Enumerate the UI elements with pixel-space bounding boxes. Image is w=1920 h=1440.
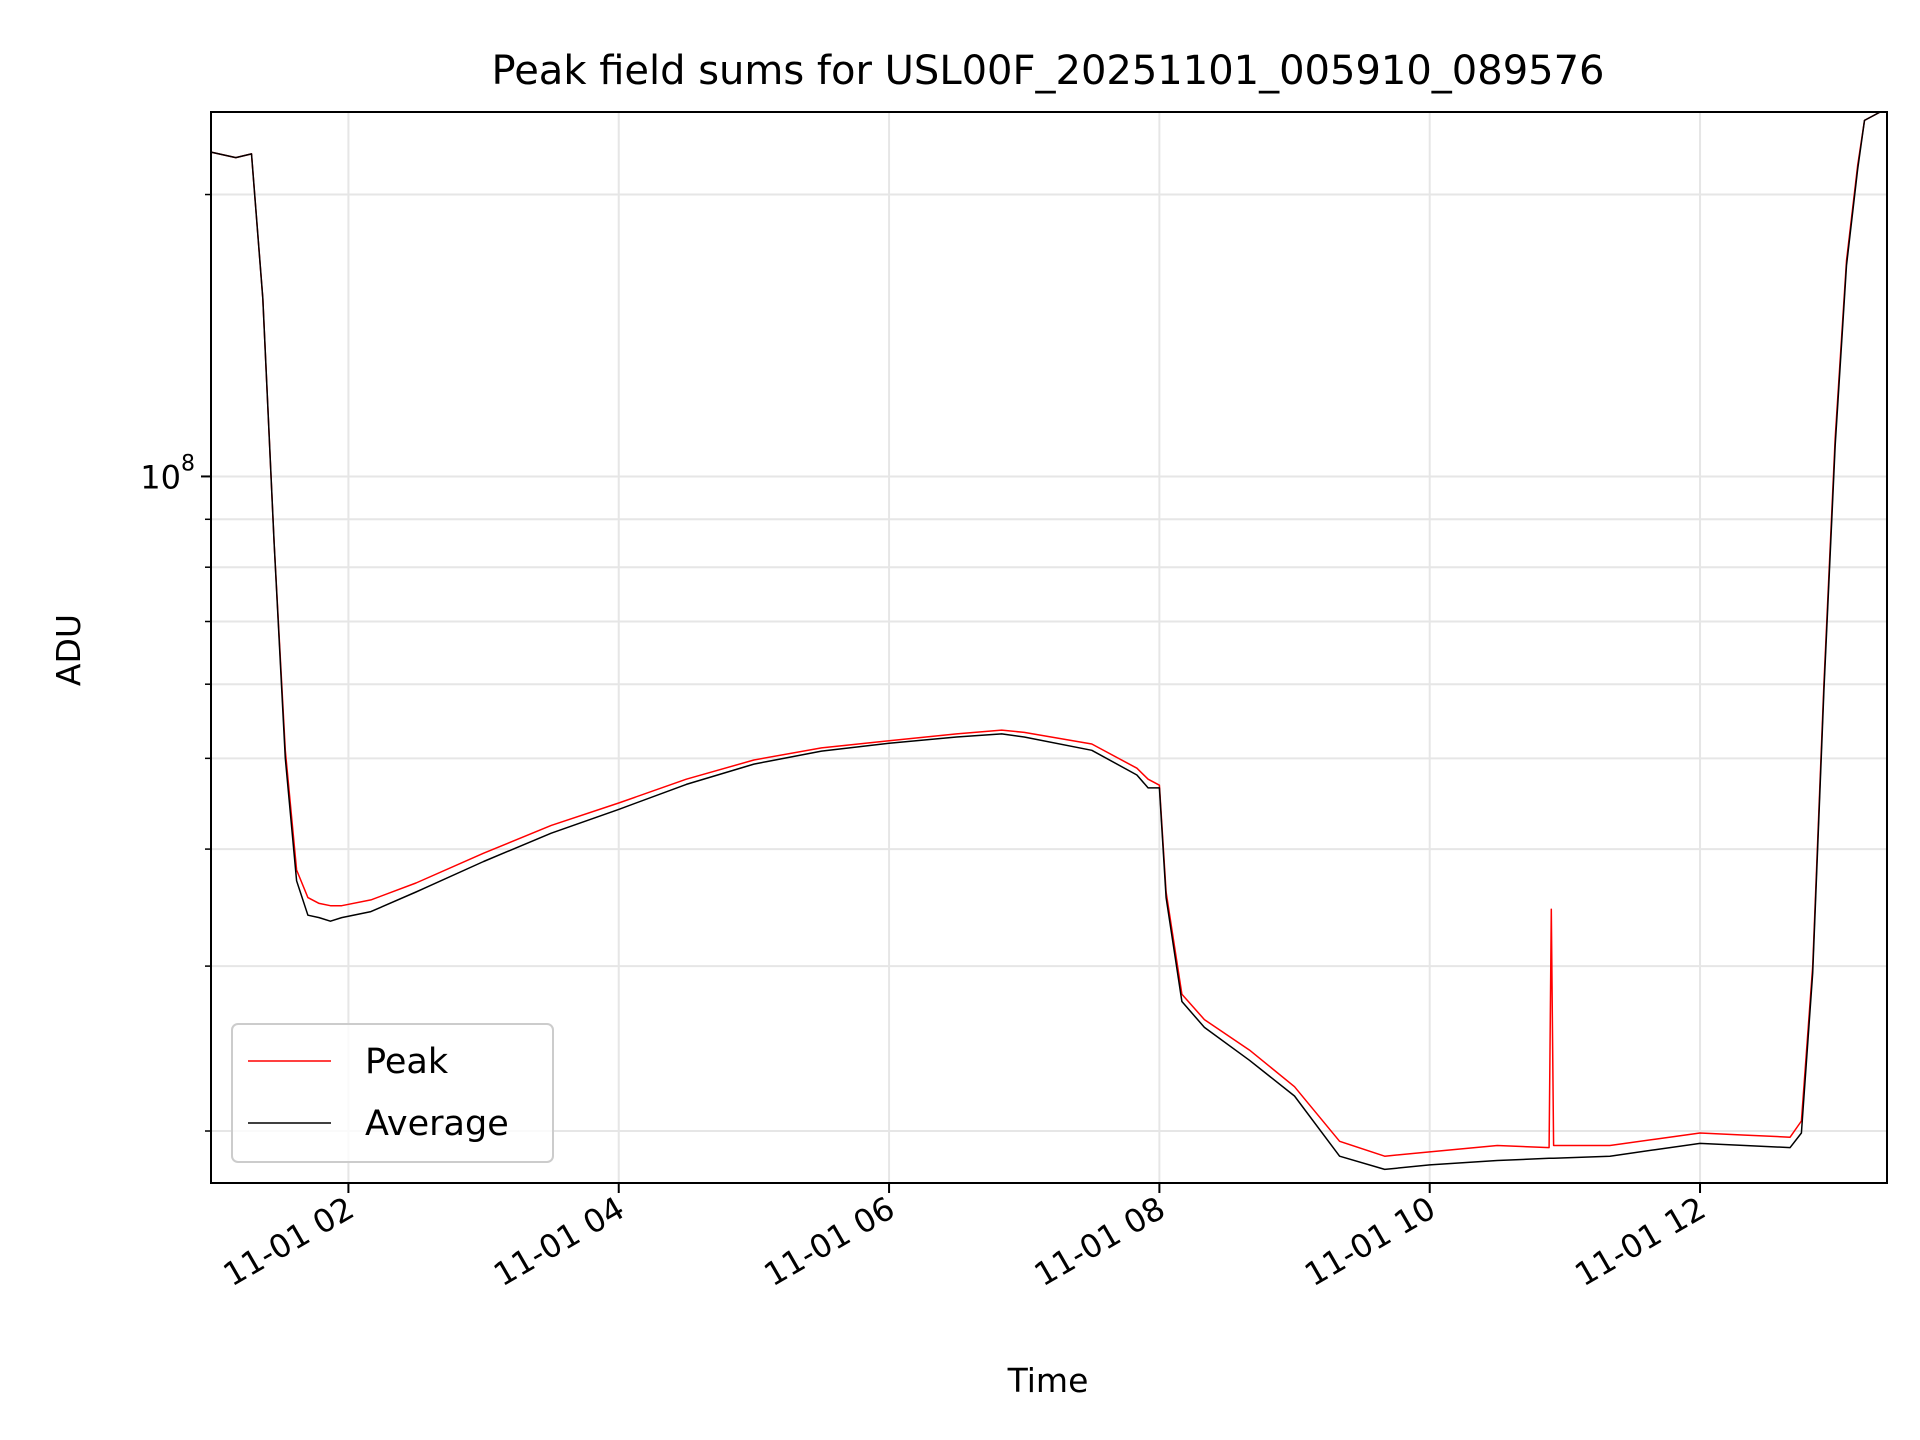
legend-label-average: Average [365,1104,509,1144]
x-axis-label: Time [1007,1361,1089,1400]
series-line-peak [210,111,1881,1157]
legend: Peak Average [231,1023,554,1163]
chart-title: Peak field sums for USL00F_20251101_0059… [492,48,1605,94]
legend-label-peak: Peak [365,1042,449,1082]
legend-box [231,1023,554,1163]
grid [211,112,1887,1183]
plot-frame [210,111,1888,1184]
series-lines [210,111,1881,1171]
series-line-average [210,111,1881,1171]
y-axis-label: ADU [49,614,88,686]
